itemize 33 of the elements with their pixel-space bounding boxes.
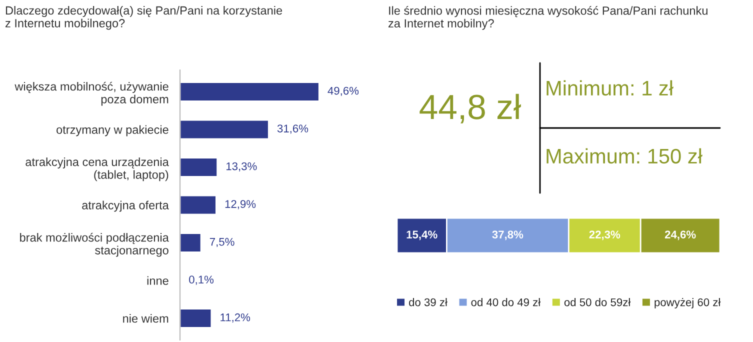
data-label: 15,4% xyxy=(406,230,438,240)
bar xyxy=(180,308,212,328)
data-label: 31,6% xyxy=(277,124,308,134)
y-tick-label: brak możliwości podłączenia stacjonarnego xyxy=(20,232,169,257)
data-label: 11,2% xyxy=(220,313,250,323)
text: Ile średnio wynosi miesięczna wysokość Pana/Pani rachunku za Internet mobilny? xyxy=(388,6,708,30)
chart-title: Dlaczego zdecydował(a) się Pan/Pani na korzystanie z Internetu mobilnego? xyxy=(5,6,282,30)
data-label: 22,3% xyxy=(589,230,620,240)
text: 44,8 zł xyxy=(420,94,521,124)
y-tick-label: otrzymany w pakiecie xyxy=(56,125,168,136)
bar xyxy=(180,157,218,178)
data-label: 12,9% xyxy=(225,200,256,210)
legend-label: od 50 do 59zł xyxy=(564,298,631,306)
bar xyxy=(180,194,217,216)
legend-label: od 40 do 49 zł xyxy=(471,298,541,306)
data-label: 37,8% xyxy=(492,230,524,240)
text: Maximum: 150 zł xyxy=(546,148,702,164)
y-tick-label: nie wiem xyxy=(123,314,168,323)
data-label: 49,6% xyxy=(328,86,359,96)
y-tick-label: większa mobilność, używanie poza domem xyxy=(14,82,168,106)
data-label: 7,5% xyxy=(210,238,234,248)
data-label: 13,3% xyxy=(226,162,257,172)
legend-label: do 39 zł xyxy=(409,298,448,306)
bar xyxy=(180,119,270,140)
y-tick-label: atrakcyjna cena urządzenia (tablet, laptop) xyxy=(26,157,169,182)
bar xyxy=(180,82,320,102)
y-tick-label: atrakcyjna oferta xyxy=(82,200,169,212)
bar xyxy=(180,232,202,253)
data-label: 24,6% xyxy=(664,230,696,240)
y-tick-label: inne xyxy=(147,276,168,285)
data-label: 0,1% xyxy=(189,276,214,285)
legend-label: powyżej 60 zł xyxy=(654,298,721,308)
text: Minimum: 1 zł xyxy=(546,80,674,96)
